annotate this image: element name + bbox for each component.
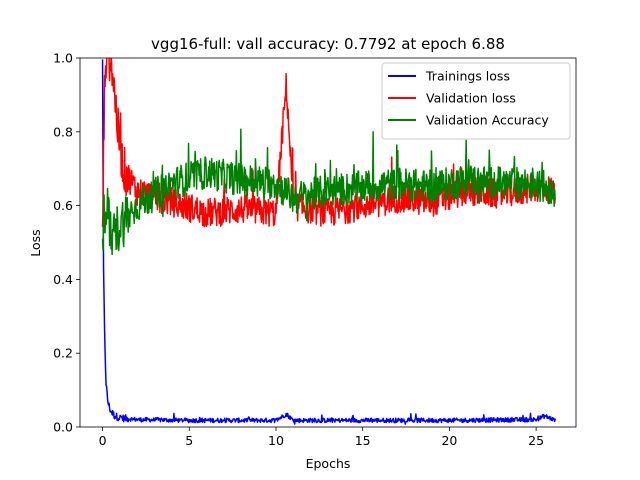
y-tick-label: 0.8 <box>53 124 73 139</box>
series-line-3 <box>101 128 556 256</box>
x-tick-label: 0 <box>99 433 107 448</box>
y-axis-label: Loss <box>28 229 43 256</box>
x-tick-label: 20 <box>441 433 457 448</box>
y-tick-label: 0.2 <box>53 346 73 361</box>
plot-area <box>79 57 577 428</box>
legend-box <box>381 62 571 140</box>
x-tick-label: 10 <box>268 433 284 448</box>
x-tick-label: 15 <box>355 433 371 448</box>
y-axis: 0.0 0.2 0.4 0.6 0.8 1.0 <box>53 51 80 435</box>
chart-title: vgg16-full: vall accuracy: 0.7792 at epo… <box>151 35 505 53</box>
series-line-1 <box>101 59 556 425</box>
x-tick-label: 25 <box>528 433 544 448</box>
legend-entry: Validation loss <box>426 91 516 106</box>
legend-entry: Validation Accuracy <box>426 113 549 128</box>
y-tick-label: 1.0 <box>53 51 73 66</box>
x-tick-label: 5 <box>185 433 193 448</box>
x-axis-label: Epochs <box>306 456 351 471</box>
y-tick-label: 0.4 <box>53 272 73 287</box>
y-tick-label: 0.6 <box>53 198 73 213</box>
plot-frame <box>79 57 577 428</box>
x-axis: 0 5 10 15 20 25 <box>99 427 544 448</box>
y-tick-label: 0.0 <box>53 420 73 435</box>
legend: Trainings loss Validation loss Validation … <box>381 62 571 140</box>
legend-entry: Trainings loss <box>425 69 510 84</box>
